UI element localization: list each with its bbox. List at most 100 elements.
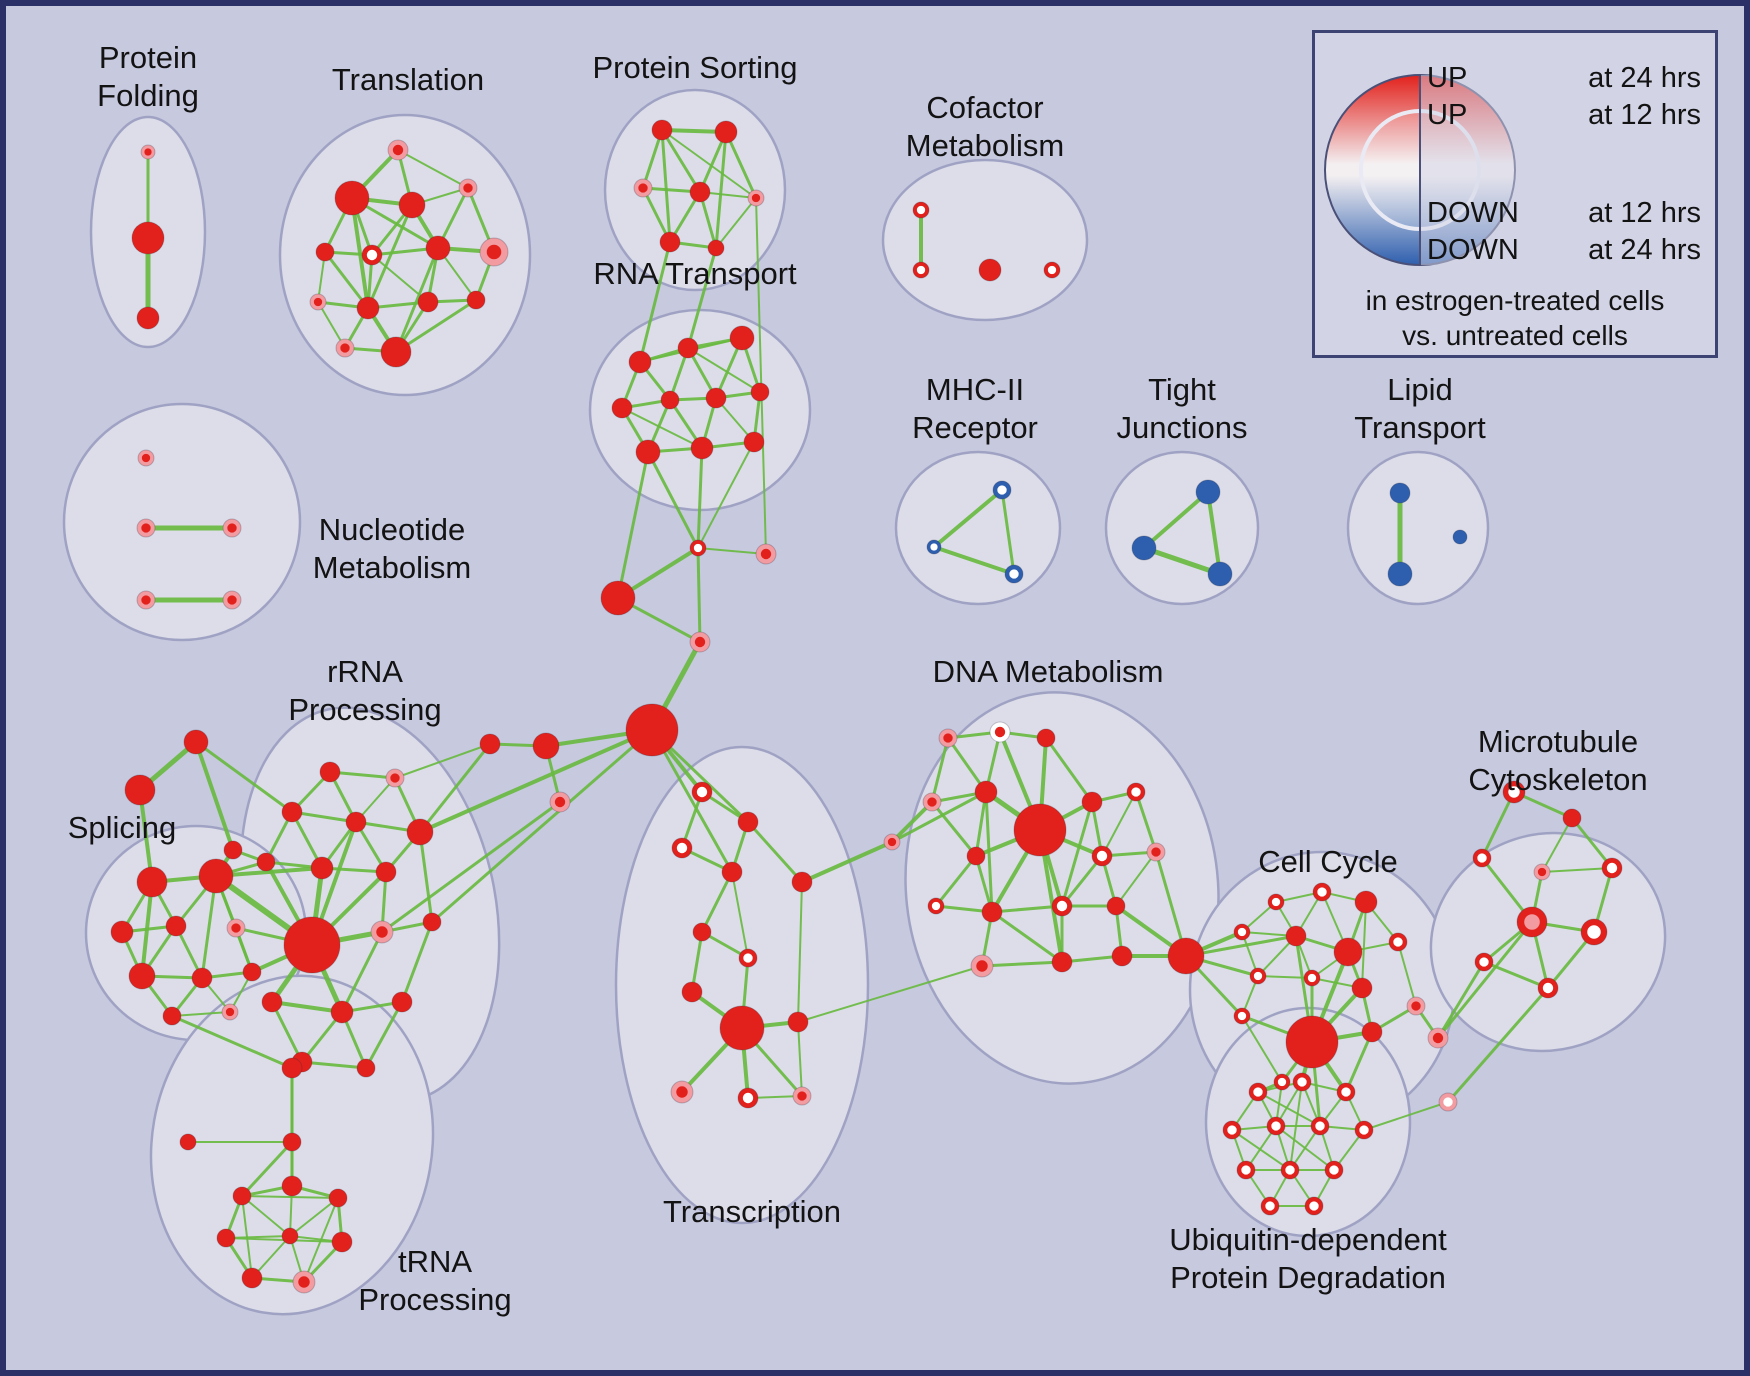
edge-mh2-mh3 <box>932 545 1016 576</box>
node-d8 <box>1126 782 1146 802</box>
legend-direction-label: DOWN <box>1427 197 1519 229</box>
edge-rr1-rr2 <box>328 770 397 780</box>
node-tx9 <box>719 1005 765 1051</box>
node-tr9 <box>241 1267 263 1289</box>
edge-k11-m6 <box>1436 920 1534 1040</box>
node-mh2 <box>926 539 942 555</box>
node-k10 <box>1167 937 1205 975</box>
cluster-label-trna-processing: tRNA Processing <box>358 1244 511 1317</box>
edge-k9-d4 <box>890 800 934 844</box>
cluster-label-mhc-ii-receptor: MHC-II Receptor <box>912 372 1038 445</box>
edge-tx5-k9 <box>800 840 894 884</box>
node-tr7 <box>216 1228 236 1248</box>
edge-m2-m5 <box>1570 816 1614 870</box>
node-nm4 <box>136 590 156 610</box>
node-s5 <box>226 918 246 938</box>
edge-tr6-tr11 <box>289 1197 339 1237</box>
node-d6 <box>1013 803 1067 857</box>
node-tj1 <box>1195 479 1221 505</box>
node-rt8 <box>635 439 661 465</box>
cluster-label-nucleotide-metabolism: Nucleotide Metabolism <box>313 512 472 585</box>
node-k8 <box>479 733 501 755</box>
node-rr5 <box>406 818 434 846</box>
edge-t12-t13 <box>394 298 478 354</box>
node-tx2 <box>737 811 759 833</box>
node-tx10 <box>787 1011 809 1033</box>
legend-dial-right-fade <box>1420 75 1516 265</box>
edge-ps3-ps6 <box>641 186 672 244</box>
edge-rt4-rt9 <box>621 407 703 449</box>
node-c4 <box>1233 923 1251 941</box>
legend-direction-label: UP <box>1427 62 1468 94</box>
node-rr6 <box>256 852 276 872</box>
node-rr1 <box>319 761 341 783</box>
node-k13 <box>124 774 156 806</box>
node-tx12 <box>737 1087 759 1109</box>
node-pf2 <box>131 221 165 255</box>
edge-k15-u7 <box>1363 1101 1449 1131</box>
edge-d16-d17 <box>980 960 1064 968</box>
edge-m2-m4 <box>1541 817 1573 873</box>
edge-d4-d9 <box>930 800 978 858</box>
node-ps1 <box>651 119 673 141</box>
cluster-label-dna-metabolism: DNA Metabolism <box>933 654 1164 689</box>
node-t7 <box>425 235 451 261</box>
node-d13 <box>981 901 1003 923</box>
edge-d10-d14 <box>1060 854 1104 908</box>
edge-u4-u9 <box>1231 1129 1291 1171</box>
legend-time-label: at 24 hrs <box>1588 62 1701 94</box>
node-t2 <box>334 180 370 216</box>
node-lt3 <box>1452 529 1468 545</box>
cluster-label-protein-folding: Protein Folding <box>97 40 199 113</box>
edge-tj2-tj3 <box>1141 545 1223 577</box>
legend-row-up-24: UP at 24 hrs <box>1427 62 1701 94</box>
edge-k8-rr5 <box>418 742 492 834</box>
edge-k13-s1 <box>138 788 154 884</box>
cluster-blob-mhc-ii-receptor <box>894 450 1062 606</box>
node-tr4 <box>232 1186 252 1206</box>
node-ps5 <box>747 189 765 207</box>
node-s8 <box>242 962 262 982</box>
node-rt9 <box>690 436 714 460</box>
edge-mh1-mh2 <box>932 488 1004 549</box>
node-t6 <box>361 244 383 266</box>
node-tr8 <box>331 1231 353 1253</box>
edge-ps1-ps4 <box>660 128 702 194</box>
node-c7 <box>1388 932 1408 952</box>
cluster-blob-nucleotide-metabolism <box>62 402 302 642</box>
legend-caption-line1: in estrogen-treated cells <box>1365 285 1665 316</box>
node-c12 <box>1285 1015 1339 1069</box>
node-tr10 <box>292 1270 316 1294</box>
node-m9 <box>1537 977 1559 999</box>
edge-ps1-ps5 <box>661 129 757 199</box>
node-u5 <box>1266 1116 1286 1136</box>
edge-k10-c5 <box>1184 934 1298 958</box>
edge-k12-rr3 <box>194 740 294 814</box>
node-u4 <box>1222 1120 1242 1140</box>
node-u8 <box>1236 1160 1256 1180</box>
node-rr3 <box>281 801 303 823</box>
node-s1 <box>136 866 168 898</box>
node-c15 <box>1273 1073 1291 1091</box>
node-tr11 <box>281 1227 299 1245</box>
node-rr2 <box>385 768 405 788</box>
edge-d11-d15 <box>1115 851 1157 907</box>
node-ps2 <box>714 120 738 144</box>
edge-k12-k14 <box>194 740 235 852</box>
node-pf3 <box>136 306 160 330</box>
edge-tr3-tr4 <box>240 1140 294 1198</box>
legend-row-down-24: DOWN at 24 hrs <box>1427 235 1701 266</box>
node-rr12 <box>261 991 283 1013</box>
legend-dial <box>1324 74 1516 266</box>
node-d3 <box>1036 728 1056 748</box>
node-d11 <box>1146 842 1166 862</box>
legend-time-label: at 12 hrs <box>1588 99 1701 131</box>
node-d10 <box>1091 845 1113 867</box>
node-nm2 <box>136 518 156 538</box>
edge-k9-d5 <box>890 790 988 844</box>
edge-k2-ps5 <box>755 197 767 555</box>
edge-tr4-tr11 <box>241 1195 291 1237</box>
edge-tj1-tj3 <box>1206 490 1222 576</box>
